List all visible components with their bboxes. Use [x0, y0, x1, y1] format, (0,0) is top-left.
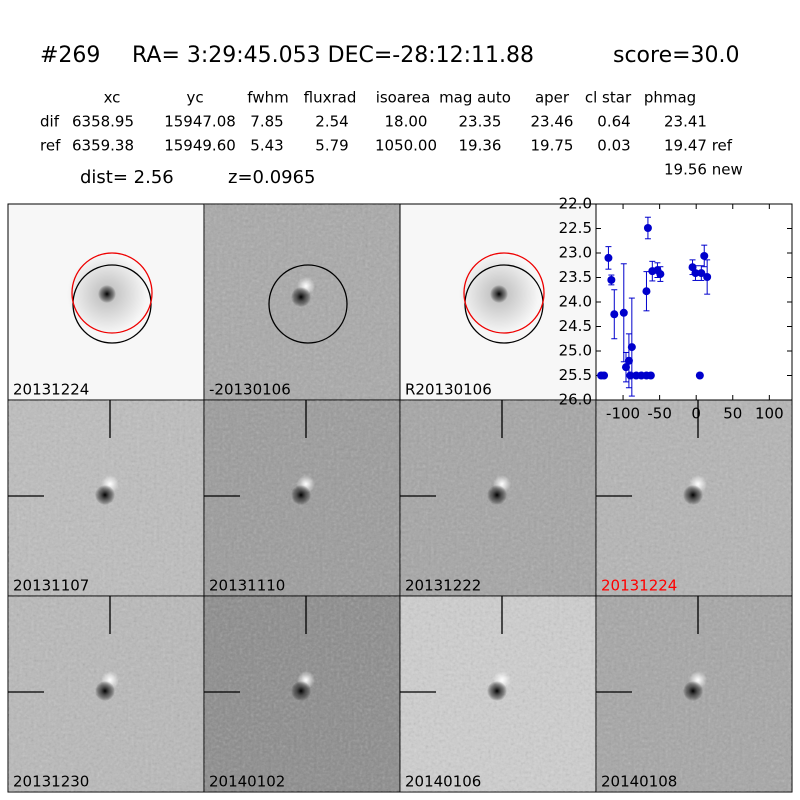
phmag-new: 19.56 new — [664, 161, 743, 179]
table-cell: 23.35 — [459, 113, 502, 131]
residual-dark — [95, 485, 115, 505]
residual-dark — [487, 485, 507, 505]
table-cell: 0.03 — [597, 137, 630, 155]
data-point — [610, 310, 619, 319]
redshift: z=0.0965 — [228, 167, 316, 188]
dist: dist= 2.56 — [80, 167, 174, 188]
stamp-label: 20131110 — [209, 577, 285, 595]
y-tick-label: 23.0 — [559, 244, 592, 262]
data-point — [695, 371, 704, 380]
data-point — [643, 224, 652, 233]
x-tick-label: -100 — [606, 405, 640, 423]
residual-dark — [487, 681, 507, 701]
table-cell: 1050.00 — [375, 137, 437, 155]
table-cell: 0.64 — [597, 113, 630, 131]
residual-dark — [683, 681, 703, 701]
table-cell: 7.85 — [250, 113, 283, 131]
stamp-label: 20140108 — [601, 773, 677, 791]
residual-dark — [95, 681, 115, 701]
aperture-red — [463, 252, 545, 334]
y-tick-label: 25.5 — [559, 366, 592, 384]
x-tick-label: 0 — [691, 405, 701, 423]
candidate-id: #269 — [40, 43, 100, 68]
data-point — [607, 275, 616, 284]
stamp-label: -20130106 — [209, 381, 291, 399]
table-cell: 6358.95 — [72, 113, 134, 131]
data-point — [642, 287, 651, 296]
table-cell: 19.36 — [459, 137, 502, 155]
row-label: ref — [40, 137, 61, 155]
aperture-black — [268, 264, 348, 344]
row-label: dif — [40, 113, 60, 131]
residual-dark — [291, 485, 311, 505]
column-header: yc — [186, 89, 203, 107]
stamp-label: 20140106 — [405, 773, 481, 791]
x-tick-label: 50 — [723, 405, 742, 423]
y-tick-label: 23.5 — [559, 268, 592, 286]
data-point — [703, 273, 712, 282]
y-tick-label: 24.5 — [559, 317, 592, 335]
table-cell: 23.46 — [531, 113, 574, 131]
data-point — [626, 371, 635, 380]
table-cell: 18.00 — [385, 113, 428, 131]
stamp-label: 20131222 — [405, 577, 481, 595]
column-header: fluxrad — [304, 89, 357, 107]
y-tick-label: 25.0 — [559, 342, 592, 360]
table-cell: 6359.38 — [72, 137, 134, 155]
column-header: phmag — [644, 89, 696, 107]
table-cell: 15949.60 — [164, 137, 236, 155]
x-tick-label: -50 — [647, 405, 672, 423]
stamp-label: 20131224 — [601, 577, 677, 595]
residual-dark — [291, 681, 311, 701]
data-point — [691, 269, 700, 278]
data-point — [627, 343, 636, 352]
data-point — [656, 270, 665, 279]
stamp-label: 20131107 — [13, 577, 89, 595]
residual-dark — [291, 287, 311, 307]
galaxy-core — [98, 285, 116, 303]
data-point — [621, 363, 630, 372]
table-cell: 19.75 — [531, 137, 574, 155]
data-point — [624, 356, 633, 365]
stamp-label: 20131230 — [13, 773, 89, 791]
stamp-label: 20131224 — [13, 381, 89, 399]
table-cell: 15947.08 — [164, 113, 236, 131]
table-cell: 2.54 — [315, 113, 348, 131]
x-tick-label: 100 — [755, 405, 784, 423]
score: score=30.0 — [613, 43, 740, 68]
data-point — [700, 251, 709, 260]
table-cell: 23.41 — [664, 113, 707, 131]
stamp-label: 20140102 — [209, 773, 285, 791]
column-header: mag auto — [439, 89, 511, 107]
column-header: cl star — [585, 89, 632, 107]
galaxy-core — [490, 285, 508, 303]
column-header: fwhm — [247, 89, 288, 107]
data-point — [619, 308, 628, 317]
table-cell: 19.47 ref — [664, 137, 733, 155]
data-point — [604, 253, 613, 262]
stamp-label: R20130106 — [405, 381, 492, 399]
column-header: isoarea — [376, 89, 431, 107]
column-header: aper — [535, 89, 570, 107]
data-point — [697, 269, 706, 278]
y-tick-label: 24.0 — [559, 293, 592, 311]
y-tick-label: 26.0 — [559, 391, 592, 409]
y-tick-label: 22.5 — [559, 219, 592, 237]
y-tick-label: 22.0 — [559, 195, 592, 213]
residual-dark — [683, 485, 703, 505]
table-cell: 5.79 — [315, 137, 348, 155]
aperture-red — [71, 252, 153, 334]
table-cell: 5.43 — [250, 137, 283, 155]
data-point — [646, 371, 655, 380]
data-point — [600, 371, 609, 380]
column-header: xc — [104, 89, 121, 107]
coordinates: RA= 3:29:45.053 DEC=-28:12:11.88 — [132, 43, 534, 68]
